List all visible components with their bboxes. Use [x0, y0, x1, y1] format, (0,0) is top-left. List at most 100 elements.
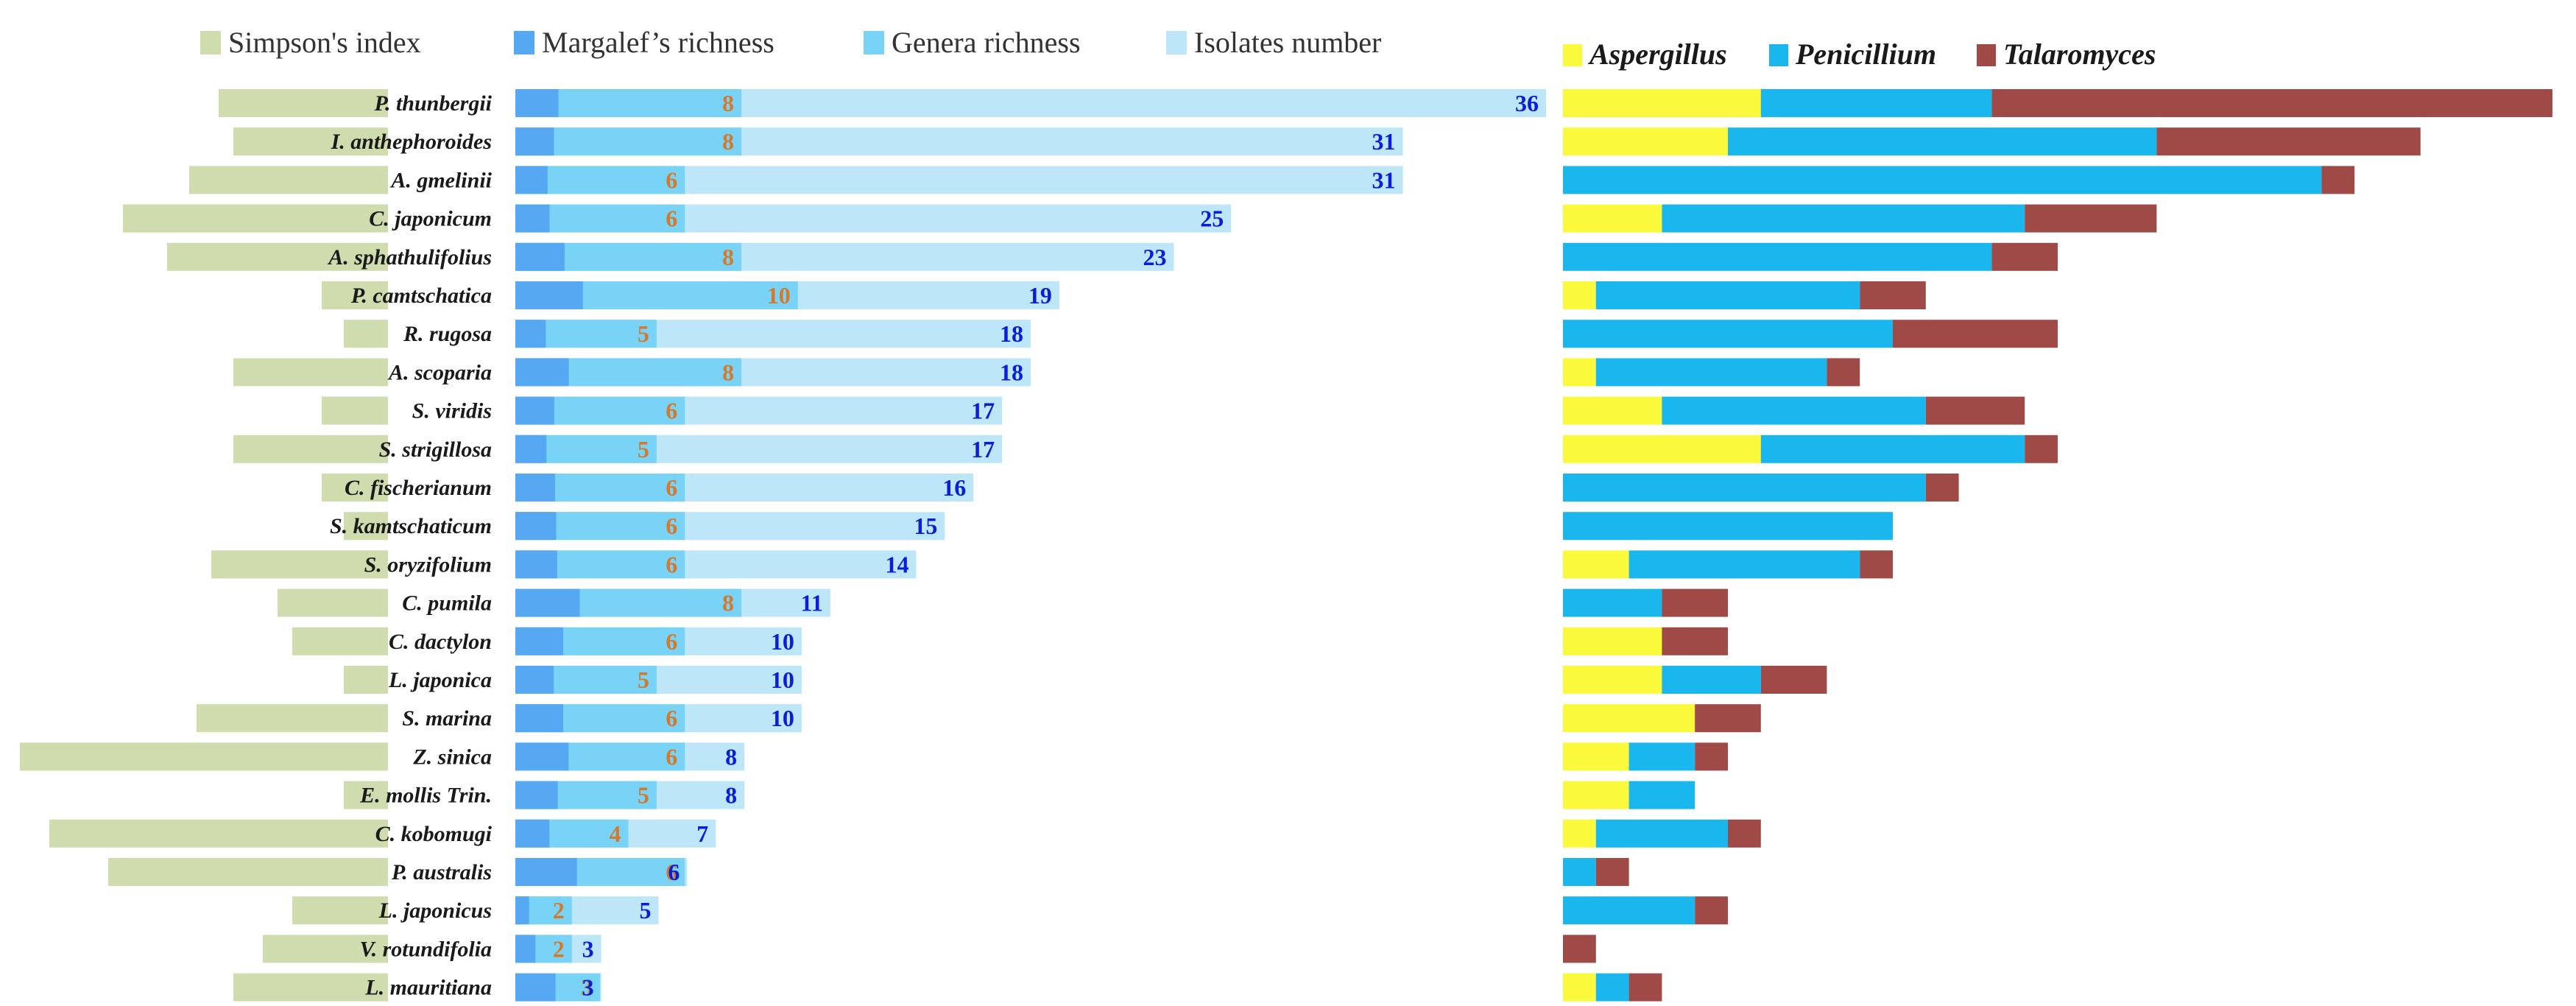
- talaromyces-bar-l-japonicus: [1695, 896, 1728, 925]
- legend-label-penicillium: Penicillium: [1795, 38, 1936, 71]
- aspergillus-bar-c-dactylon: [1563, 627, 1662, 655]
- genera-label-s-marina: 6: [666, 705, 677, 731]
- legend: Simpson's index Margalef’s richness Genera…: [200, 26, 2156, 71]
- penicillium-bar-s-strigillosa: [1760, 435, 2025, 463]
- margalef-bar-s-viridis: [515, 396, 554, 425]
- aspergillus-bar-p-thunbergii: [1563, 89, 1761, 117]
- penicillium-bar-p-thunbergii: [1760, 89, 1992, 117]
- genera-label-a-sphathulifolius: 8: [722, 244, 734, 270]
- category-label-p-camtschatica: P. camtschatica: [350, 284, 492, 308]
- margalef-bar-l-mauritiana: [515, 973, 556, 1002]
- margalef-bar-s-kamtschaticum: [515, 512, 557, 541]
- category-label-z-sinica: Z. sinica: [412, 745, 492, 769]
- simpson-bar-p-camtschatica: [322, 281, 388, 309]
- genera-label-c-fischerianum: 6: [666, 474, 677, 501]
- margalef-bar-c-dactylon: [515, 627, 564, 655]
- penicillium-bar-c-pumila: [1563, 588, 1662, 617]
- talaromyces-bar-a-scoparia: [1827, 358, 1860, 387]
- penicillium-bar-i-anthephoroides: [1728, 127, 2157, 156]
- margalef-bar-c-japonicum: [515, 204, 550, 233]
- genera-label-c-kobomugi: 4: [610, 820, 621, 847]
- margalef-bar-v-rotundifolia: [515, 935, 536, 963]
- margalef-bar-i-anthephoroides: [515, 127, 554, 156]
- genera-label-l-japonicus: 2: [553, 897, 565, 924]
- simpson-bar-c-kobomugi: [49, 819, 388, 848]
- talaromyces-bar-c-dactylon: [1662, 627, 1728, 655]
- isolates-label-a-gmelinii: 31: [1372, 166, 1396, 193]
- category-label-v-rotundifolia: V. rotundifolia: [359, 937, 492, 961]
- legend-label-talaromyces: Talaromyces: [2003, 38, 2156, 71]
- category-label-s-oryzifolium: S. oryzifolium: [364, 552, 492, 577]
- category-labels: P. thunbergii I. anthephoroides A. gmelini…: [327, 91, 492, 1000]
- talaromyces-bar-a-gmelinii: [2321, 166, 2355, 194]
- genera-label-c-dactylon: 6: [666, 628, 677, 655]
- aspergillus-bar-z-sinica: [1563, 742, 1629, 771]
- genera-label-s-kamtschaticum: 6: [666, 513, 677, 539]
- penicillium-bar-z-sinica: [1628, 742, 1695, 771]
- isolates-label-s-viridis: 17: [971, 398, 995, 424]
- legend-swatch-talaromyces: [1977, 44, 1996, 66]
- category-label-p-australis: P. australis: [391, 860, 492, 884]
- legend-label-aspergillus: Aspergillus: [1587, 38, 1727, 71]
- simpson-bar-c-japonicum: [123, 204, 388, 233]
- penicillium-bar-a-sphathulifolius: [1563, 242, 1992, 271]
- margalef-bar-z-sinica: [515, 742, 569, 771]
- penicillium-bar-e-mollis-trin: [1628, 781, 1695, 809]
- penicillium-bar-s-viridis: [1662, 396, 1926, 425]
- legend-swatch-margalef-s-richness: [514, 31, 534, 54]
- genera-label-s-strigillosa: 5: [638, 436, 649, 462]
- penicillium-bar-c-fischerianum: [1563, 474, 1926, 502]
- isolates-label-s-kamtschaticum: 15: [914, 513, 937, 539]
- margalef-bar-c-pumila: [515, 588, 580, 617]
- aspergillus-bar-s-viridis: [1563, 396, 1662, 425]
- isolates-label-s-strigillosa: 17: [971, 436, 995, 462]
- talaromyces-bar-c-japonicum: [2025, 204, 2157, 233]
- penicillium-bar-c-japonicum: [1662, 204, 2025, 233]
- talaromyces-bar-l-mauritiana: [1628, 973, 1662, 1002]
- talaromyces-bar-l-japonica: [1760, 666, 1827, 694]
- penicillium-bar-l-japonica: [1662, 666, 1761, 694]
- legend-swatch-penicillium: [1769, 44, 1788, 66]
- category-label-c-fischerianum: C. fischerianum: [345, 476, 492, 500]
- legend-swatch-aspergillus: [1563, 44, 1582, 66]
- category-label-e-mollis-trin: E. mollis Trin.: [359, 784, 492, 808]
- isolates-label-l-mauritiana: 3: [582, 974, 594, 1001]
- aspergillus-bar-s-oryzifolium: [1563, 550, 1629, 579]
- category-label-c-kobomugi: C. kobomugi: [375, 822, 493, 846]
- genera-label-s-viridis: 6: [666, 398, 677, 424]
- talaromyces-bar-p-camtschatica: [1860, 281, 1926, 309]
- talaromyces-bar-c-fischerianum: [1925, 474, 1959, 502]
- genera-label-s-oryzifolium: 6: [666, 551, 677, 577]
- aspergillus-bar-c-kobomugi: [1563, 819, 1596, 848]
- category-label-r-rugosa: R. rugosa: [403, 322, 492, 346]
- genera-label-i-anthephoroides: 8: [722, 128, 734, 155]
- category-label-c-dactylon: C. dactylon: [389, 630, 492, 654]
- genera-label-e-mollis-trin: 5: [638, 782, 649, 809]
- simpson-bar-i-anthephoroides: [233, 127, 388, 156]
- penicillium-bar-s-kamtschaticum: [1563, 512, 1893, 541]
- isolates-label-p-australis: 6: [668, 859, 680, 885]
- category-label-l-japonica: L. japonica: [388, 668, 492, 692]
- talaromyces-bar-z-sinica: [1695, 742, 1728, 771]
- isolates-label-c-fischerianum: 16: [942, 474, 966, 501]
- talaromyces-bar-c-pumila: [1662, 588, 1728, 617]
- margalef-bar-s-marina: [515, 704, 564, 733]
- talaromyces-bar-p-thunbergii: [1991, 89, 2552, 117]
- aspergillus-bar-l-japonica: [1563, 666, 1662, 694]
- penicillium-bar-a-gmelinii: [1563, 166, 2322, 194]
- simpson-bar-a-sphathulifolius: [167, 242, 388, 271]
- talaromyces-bar-p-australis: [1595, 858, 1629, 886]
- simpson-bar-e-mollis-trin: [344, 781, 388, 809]
- isolates-label-e-mollis-trin: 8: [725, 782, 737, 809]
- isolates-label-s-oryzifolium: 14: [885, 551, 908, 577]
- talaromyces-bar-a-sphathulifolius: [1991, 242, 2058, 271]
- simpson-bar-s-marina: [197, 704, 388, 733]
- legend-label-genera-richness: Genera richness: [892, 26, 1081, 59]
- talaromyces-bar-i-anthephoroides: [2156, 127, 2421, 156]
- simpson-bar-a-gmelinii: [189, 166, 388, 194]
- category-label-s-kamtschaticum: S. kamtschaticum: [330, 514, 492, 538]
- aspergillus-bar-a-scoparia: [1563, 358, 1596, 387]
- genera-label-l-mauritiana: 3: [581, 974, 593, 1001]
- isolates-label-c-pumila: 11: [801, 590, 823, 616]
